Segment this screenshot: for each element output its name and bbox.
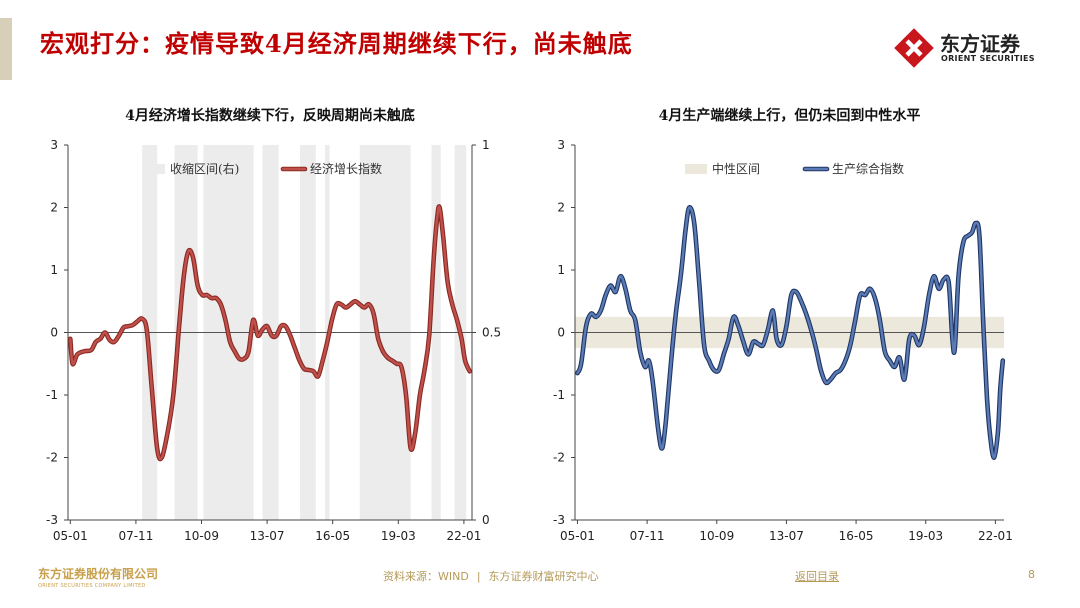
- page-number: 8: [1028, 568, 1035, 581]
- footer-company: 东方证券股份有限公司 ORIENT SECURITIES COMPANY LIM…: [38, 565, 158, 589]
- x-tick-label: 16-05: [315, 529, 350, 543]
- chart-economic-growth-svg: 4月经济增长指数继续下行，反映周期尚未触底 3 2 1 0 -1 -2 -3 1 0.5 0 05-0…: [46, 107, 501, 543]
- x-tick-label: 16-05: [839, 529, 874, 543]
- legend-label: 经济增长指数: [310, 161, 382, 176]
- y-tick-label: -1: [46, 388, 58, 402]
- footer-source: 资料来源：WIND | 东方证券财富研究中心: [383, 568, 599, 584]
- y-tick-label: 3: [50, 138, 58, 152]
- orient-securities-logo-icon: [894, 28, 934, 68]
- y-tick-label: 2: [50, 201, 58, 215]
- chart-production-svg: 4月生产端继续上行，但仍未回到中性水平 3 2 1 0 -1 -2 -3 05-01 07-11 1…: [553, 107, 1013, 543]
- footer-source-text: 资料来源：WIND: [383, 570, 469, 583]
- x-tick-label: 07-11: [630, 529, 665, 543]
- page-title: 宏观打分：疫情导致4月经济周期继续下行，尚未触底: [40, 29, 633, 58]
- legend-swatch: [143, 164, 165, 174]
- chart-title: 4月经济增长指数继续下行，反映周期尚未触底: [125, 107, 415, 124]
- legend-swatch: [685, 164, 707, 174]
- x-tick-label: 05-01: [53, 529, 88, 543]
- y-tick-label: -3: [46, 513, 58, 527]
- y-tick-label: 1: [50, 263, 58, 277]
- logo-en: ORIENT SECURITIES: [941, 54, 1035, 63]
- y-tick-label: 1: [557, 263, 565, 277]
- chart-title: 4月生产端继续上行，但仍未回到中性水平: [659, 107, 921, 124]
- y-tick-label: 0: [50, 326, 58, 340]
- y2-tick-label: 1: [482, 138, 490, 152]
- series-line: [69, 205, 471, 461]
- y-tick-label: -3: [553, 513, 565, 527]
- y-tick-label: -2: [46, 451, 58, 465]
- footer-company-en: ORIENT SECURITIES COMPANY LIMITED: [38, 583, 146, 589]
- accent-bar: [0, 18, 12, 80]
- series-line: [576, 206, 1004, 459]
- y2-tick-label: 0.5: [482, 326, 501, 340]
- x-tick-label: 13-07: [769, 529, 804, 543]
- legend-label: 生产综合指数: [832, 161, 904, 176]
- back-to-contents-link[interactable]: 返回目录: [795, 570, 839, 583]
- logo: 东方证券 ORIENT SECURITIES: [894, 26, 1044, 70]
- legend-label: 中性区间: [712, 161, 760, 176]
- legend-label: 收缩区间(右): [170, 161, 239, 176]
- y-tick-label: -2: [553, 451, 565, 465]
- logo-name: 东方证券: [940, 32, 1020, 56]
- y-tick-label: 3: [557, 138, 565, 152]
- x-tick-label: 19-03: [908, 529, 943, 543]
- x-tick-label: 07-11: [118, 529, 153, 543]
- x-tick-label: 22-01: [978, 529, 1013, 543]
- x-tick-label: 10-09: [184, 529, 219, 543]
- x-tick-label: 19-03: [381, 529, 416, 543]
- y-tick-label: -1: [553, 388, 565, 402]
- chart-economic-growth: 4月经济增长指数继续下行，反映周期尚未触底 3 2 1 0 -1 -2 -3 1 0.5 0 05-0…: [28, 100, 501, 550]
- y-tick-label: 2: [557, 201, 565, 215]
- footer-center: 东方证券财富研究中心: [488, 570, 599, 583]
- x-tick-label: 22-01: [446, 529, 481, 543]
- x-tick-label: 05-01: [560, 529, 595, 543]
- footer-company-cn: 东方证券股份有限公司: [38, 567, 159, 581]
- x-tick-label: 13-07: [250, 529, 285, 543]
- footer-separator: |: [476, 570, 481, 583]
- y2-tick-label: 0: [482, 513, 490, 527]
- y-tick-label: 0: [557, 326, 565, 340]
- chart-production: 4月生产端继续上行，但仍未回到中性水平 3 2 1 0 -1 -2 -3 05-01 07-11 1…: [530, 100, 1040, 550]
- x-tick-label: 10-09: [699, 529, 734, 543]
